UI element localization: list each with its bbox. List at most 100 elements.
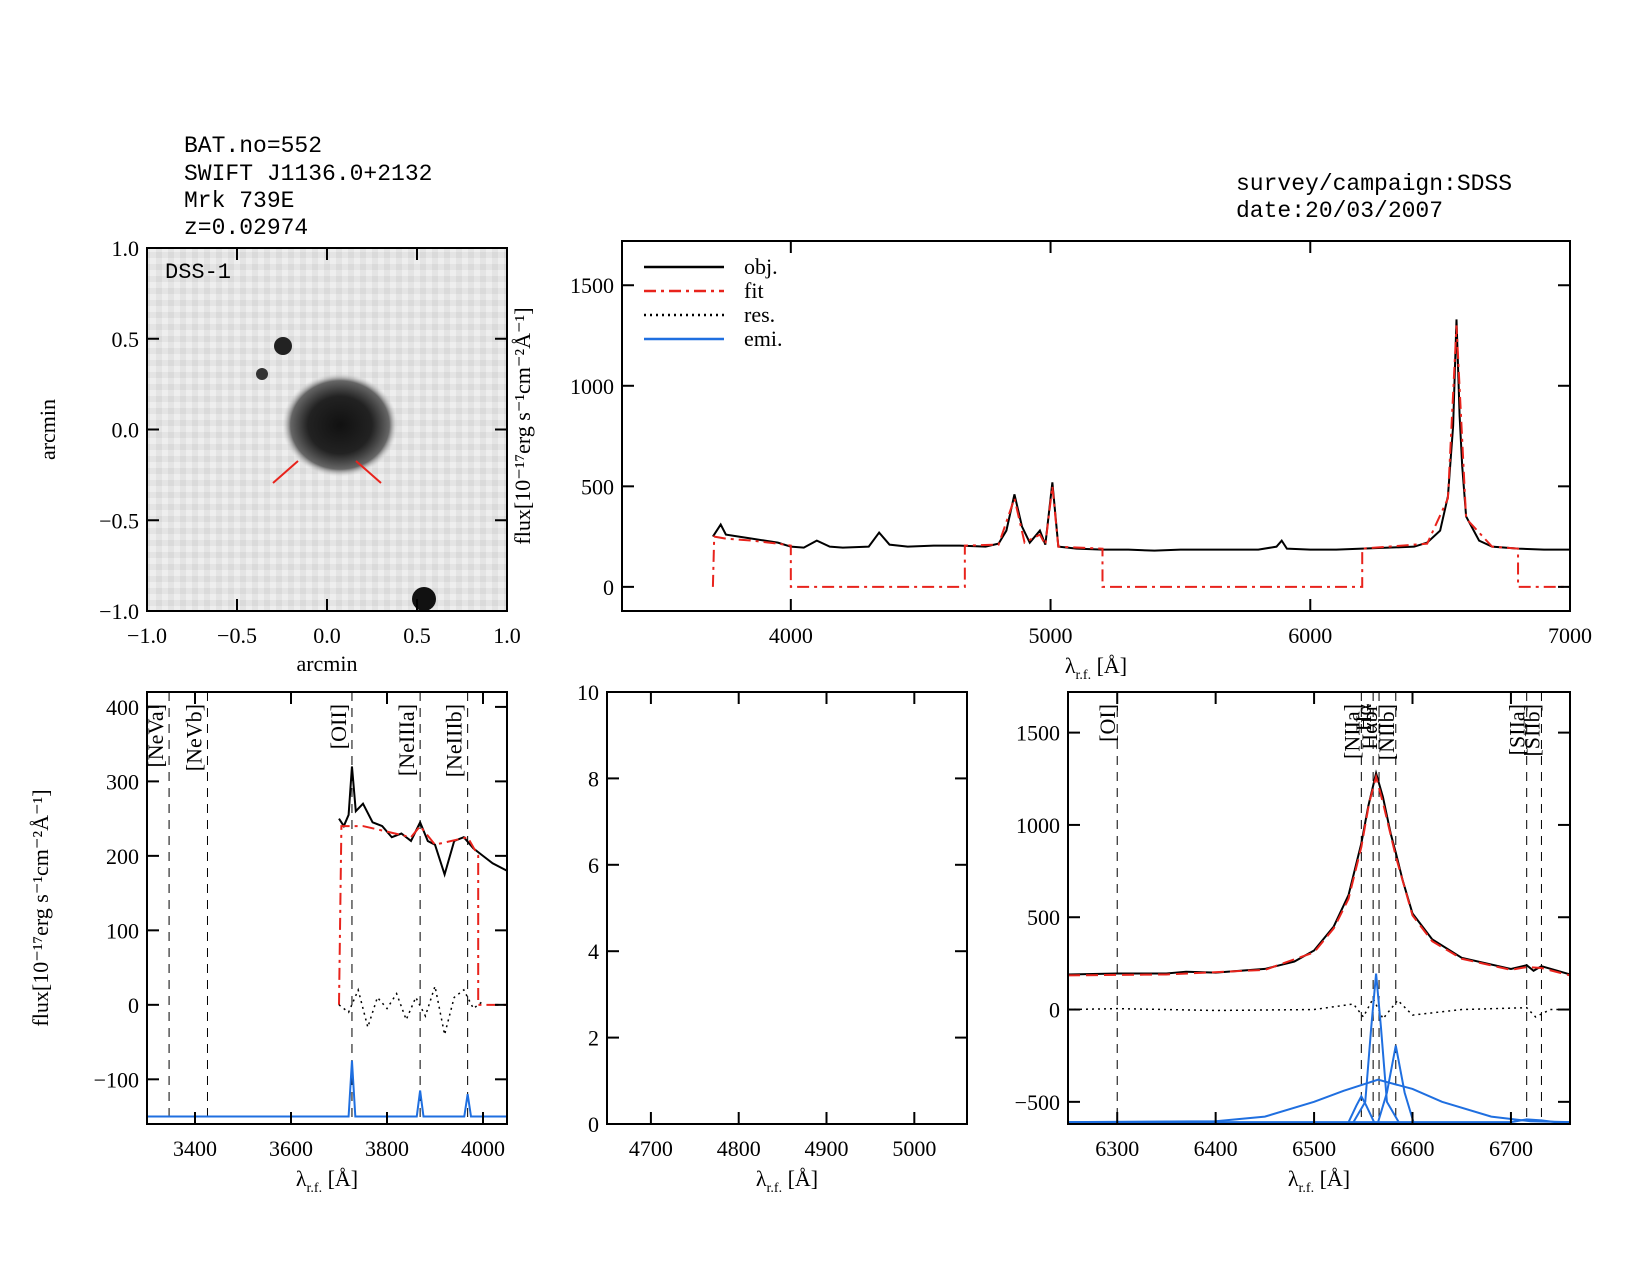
line-label: [OI] xyxy=(1095,704,1120,742)
x-axis-label: λr.f. [Å] xyxy=(1288,1166,1350,1196)
series-line xyxy=(1068,996,1570,1021)
legend-label: fit xyxy=(744,278,764,303)
y-tick-label: 10 xyxy=(577,680,599,705)
panel: −1.0 −0.5 0.0 0.5 1.0 −1.0 −0.5 0.0 0.5 1.0 arcmin… xyxy=(35,236,521,676)
x-tick-label: 6500 xyxy=(1292,1136,1336,1161)
y-tick-label: 400 xyxy=(106,695,139,720)
x-axis-label-unit: [Å] xyxy=(322,1166,358,1191)
x-tick-label: 7000 xyxy=(1548,623,1592,648)
x-axis-label-symbol: λ xyxy=(756,1166,767,1191)
header-line: survey/campaign:SDSS xyxy=(1236,171,1512,197)
marker xyxy=(272,460,299,484)
y-tick-label: 1.0 xyxy=(112,236,140,261)
y-tick-label: 500 xyxy=(1027,905,1060,930)
x-axis-label-sub: r.f. xyxy=(1076,668,1092,683)
frame xyxy=(146,691,508,1125)
x-axis-label-sub: r.f. xyxy=(1299,1181,1315,1196)
x-tick-label: 4000 xyxy=(769,623,813,648)
line-label: [NIIa] xyxy=(1339,704,1364,759)
line-label: [SIIb] xyxy=(1519,704,1544,757)
y-tick-label: 2 xyxy=(588,1026,599,1051)
y-tick-label: 1500 xyxy=(1016,721,1060,746)
panel: 4000 5000 6000 7000 0 500 1000 1500 λr.f. [Å] flu… xyxy=(510,240,1592,683)
line-label: [NeVb] xyxy=(181,704,206,771)
x-tick-label: 4800 xyxy=(717,1136,761,1161)
y-tick-label: 100 xyxy=(106,918,139,943)
series-line xyxy=(1068,773,1570,977)
x-axis-label-symbol: λ xyxy=(1065,653,1076,678)
series-line xyxy=(1068,1118,1570,1124)
series-line xyxy=(1068,769,1570,976)
y-tick-label: 0.5 xyxy=(112,327,140,352)
x-tick-label: 6600 xyxy=(1391,1136,1435,1161)
x-tick-label: 6000 xyxy=(1288,623,1332,648)
x-tick-label: 4700 xyxy=(629,1136,673,1161)
x-tick-label: 1.0 xyxy=(493,623,521,648)
y-tick-label: 300 xyxy=(106,769,139,794)
series-line xyxy=(1347,1094,1376,1123)
panel: 4700 4800 4900 5000 0 2 4 6 8 10 λr.f. [Å] xyxy=(577,680,968,1196)
x-axis-label-sub: r.f. xyxy=(307,1181,323,1196)
header: BAT.no=552 SWIFT J1136.0+2132 Mrk 739E z… xyxy=(184,133,1512,241)
frame xyxy=(621,240,1571,612)
line-label: [NeIIIb] xyxy=(442,704,467,777)
x-tick-label: 6300 xyxy=(1095,1136,1139,1161)
plot-area xyxy=(711,319,1570,588)
legend-label: res. xyxy=(744,302,775,327)
line-label: [NeIIIa] xyxy=(394,704,419,776)
x-tick-label: 3800 xyxy=(365,1136,409,1161)
y-tick-label: 0 xyxy=(603,575,614,600)
legend-label: obj. xyxy=(744,254,778,279)
y-tick-label: −100 xyxy=(94,1067,139,1092)
line-label: [NIIb] xyxy=(1374,704,1399,760)
header-line: SWIFT J1136.0+2132 xyxy=(184,161,432,187)
series-line xyxy=(338,824,507,1006)
series-line xyxy=(338,983,484,1035)
x-axis-label-symbol: λ xyxy=(296,1166,307,1191)
x-tick-label: 5000 xyxy=(1029,623,1073,648)
x-axis-label-sub: r.f. xyxy=(767,1181,783,1196)
plot-area xyxy=(147,692,507,1124)
y-tick-label: −500 xyxy=(1015,1090,1060,1115)
x-axis-label: λr.f. [Å] xyxy=(296,1166,358,1196)
series-line xyxy=(1068,1078,1570,1124)
x-axis-label-symbol: λ xyxy=(1288,1166,1299,1191)
image-label: DSS-1 xyxy=(165,260,231,285)
series-line xyxy=(712,319,1570,552)
y-axis-label: flux[10⁻¹⁷erg s⁻¹cm⁻²Å⁻¹] xyxy=(28,789,53,1026)
y-tick-label: −0.5 xyxy=(99,508,139,533)
galaxy xyxy=(282,373,398,477)
star xyxy=(274,337,292,355)
header-line: Mrk 739E xyxy=(184,188,294,214)
marker xyxy=(355,460,382,484)
y-tick-label: 0 xyxy=(588,1112,599,1137)
plot-area xyxy=(1068,692,1570,1124)
line-label: [OII] xyxy=(326,704,351,749)
x-tick-label: −1.0 xyxy=(127,623,167,648)
x-axis-label-unit: [Å] xyxy=(1091,653,1127,678)
y-axis-label: arcmin xyxy=(35,399,60,460)
panel: [NeVa] [NeVb] [OII] [NeIIIa] [NeIIIb]3400 360… xyxy=(28,691,508,1196)
line-label: Hαbr xyxy=(1357,703,1382,749)
x-tick-label: 6400 xyxy=(1194,1136,1238,1161)
frame xyxy=(1067,691,1571,1125)
line-label: [SIIa] xyxy=(1505,704,1530,755)
star xyxy=(412,587,436,611)
y-tick-label: −1.0 xyxy=(99,599,139,624)
star xyxy=(256,368,268,380)
x-tick-label: 0.0 xyxy=(313,623,341,648)
y-tick-label: 8 xyxy=(588,766,599,791)
y-tick-label: 6 xyxy=(588,853,599,878)
legend-label: emi. xyxy=(744,326,783,351)
y-tick-label: 0 xyxy=(128,993,139,1018)
x-axis-label-unit: [Å] xyxy=(1314,1166,1350,1191)
y-tick-label: 4 xyxy=(588,939,599,964)
y-tick-label: 200 xyxy=(106,844,139,869)
y-axis-label: flux[10⁻¹⁷erg s⁻¹cm⁻²Å⁻¹] xyxy=(510,307,535,544)
x-tick-label: 6700 xyxy=(1489,1136,1533,1161)
line-label: Hα xyxy=(1351,704,1376,732)
y-tick-label: 1000 xyxy=(570,374,614,399)
x-tick-label: 4900 xyxy=(805,1136,849,1161)
